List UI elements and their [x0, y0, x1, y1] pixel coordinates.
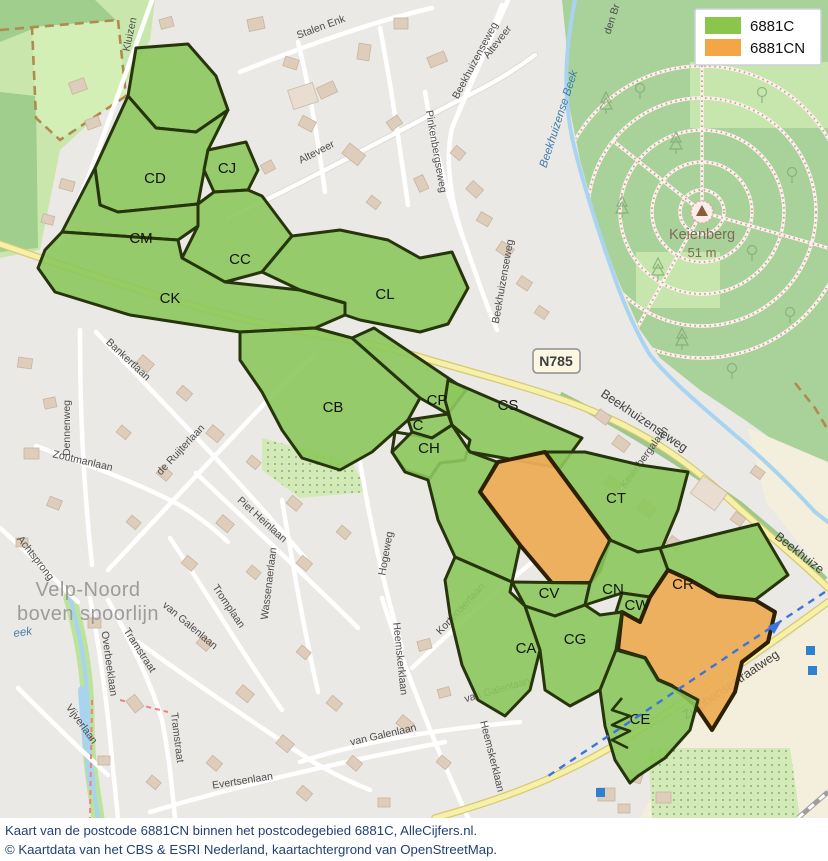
- road-hogeweg: [357, 459, 405, 651]
- postcode-area-6881C: [36, 42, 790, 785]
- road-tromplaan: [167, 535, 285, 713]
- region-polygon-ca: [443, 555, 542, 718]
- map-canvas: Stalen Enk Alteveer Alteveer Beekhuizens…: [0, 0, 828, 818]
- park-path: [0, 18, 128, 142]
- region-label-cr: CR: [672, 576, 694, 593]
- legend-label-6881c: 6881C: [750, 18, 794, 35]
- region-label-cp: CP: [427, 392, 448, 409]
- region-polygon-cb: [238, 326, 422, 472]
- caption-line-2: © Kaartdata van het CBS & ESRI Nederland…: [5, 842, 498, 857]
- road-tramstraat: [105, 597, 178, 818]
- region-label-cd: CD: [144, 170, 166, 187]
- road-dennenweg: [77, 327, 95, 568]
- tree-icons: [598, 82, 798, 379]
- region-label-cl: CL: [375, 286, 394, 303]
- road-overbeeklaan: [87, 595, 121, 818]
- peak-icon: [696, 205, 708, 216]
- route-marker-3: [596, 788, 605, 797]
- road-van-galenlaan-e: [297, 719, 523, 765]
- road-piet-heinlaan: [193, 470, 361, 631]
- region-label-cc: CC: [229, 251, 251, 268]
- region-label-ce: CE: [630, 711, 651, 728]
- route-marker-2: [808, 666, 817, 675]
- route-marker-1: [806, 646, 815, 655]
- place-label-velp-noord-line1: Velp-Noord: [35, 579, 140, 601]
- road-beekhuizenseweg-north: [446, 0, 511, 238]
- cycle-route-arrow: [768, 620, 782, 634]
- region-label-cn: CN: [602, 581, 624, 598]
- legend-swatch-6881cn: [705, 39, 741, 56]
- region-label-c: C: [413, 417, 424, 434]
- stream-velp: [68, 596, 100, 818]
- road-bankertlaan: [93, 329, 308, 561]
- map-background: [0, 0, 828, 818]
- road-stalen-enk: [237, 5, 435, 75]
- buildings: [15, 15, 766, 814]
- orchard-area: [648, 748, 800, 818]
- region-label-ch: CH: [418, 440, 440, 457]
- road-evertsenlaan: [147, 739, 448, 815]
- boundary-zigzag: [610, 697, 632, 750]
- street-label-dennenweg: Dennenweg: [61, 400, 73, 456]
- region-label-ct: CT: [606, 490, 626, 507]
- footpath-red: [89, 699, 169, 818]
- road-alteveer: [225, 52, 538, 221]
- region-label-cm: CM: [129, 230, 152, 247]
- region-label-cj: CJ: [218, 160, 236, 177]
- road-badge-n785: N785: [532, 348, 581, 374]
- road-achtsprong: [0, 525, 81, 605]
- route-overlay: [544, 590, 826, 797]
- region-polygon-cl: [260, 228, 470, 334]
- region-label-cv: CV: [539, 585, 560, 602]
- region-polygon-ce: [598, 648, 700, 785]
- road-badge-text: N785: [539, 353, 573, 369]
- road-wassenaerlaan: [279, 497, 321, 695]
- region-label-cg: CG: [564, 631, 587, 648]
- map-caption: Kaart van de postcode 6881CN binnen het …: [0, 818, 828, 861]
- road-zoutmanlaan: [33, 443, 231, 545]
- road-badge-box: [532, 348, 581, 374]
- region-labels: CD CJ CM CC CK CL CB CP C CH CS CT CV CN…: [129, 160, 694, 728]
- legend-swatch-6881c: [705, 17, 741, 34]
- region-label-cb: CB: [323, 399, 344, 416]
- road-heemskerklaan: [379, 595, 471, 818]
- hill-label-elevation: 51 m: [688, 245, 717, 260]
- water-label-beek: eek: [13, 625, 34, 640]
- region-label-cs: CS: [498, 397, 519, 414]
- caption-line-1: Kaart van de postcode 6881CN binnen het …: [5, 823, 478, 838]
- legend-label-6881cn: 6881CN: [750, 40, 805, 57]
- cycle-route-line: [544, 590, 826, 780]
- region-polygon-ck: [36, 230, 347, 334]
- road-vijverlaan: [15, 685, 111, 778]
- region-label-ck: CK: [160, 290, 181, 307]
- place-label-velp-noord-line2: boven spoorlijn: [17, 603, 159, 625]
- legend: 6881C 6881CN: [694, 8, 822, 66]
- allotment-area: [262, 438, 368, 498]
- region-label-cw: CW: [625, 597, 651, 614]
- hill-label-keienberg: Keienberg: [669, 227, 735, 243]
- region-polygon-neck: [390, 423, 522, 584]
- region-label-ca: CA: [516, 640, 537, 657]
- region-polygon-6881cn-main: [616, 568, 777, 732]
- beekhuizense-beek-stream: [564, 0, 828, 524]
